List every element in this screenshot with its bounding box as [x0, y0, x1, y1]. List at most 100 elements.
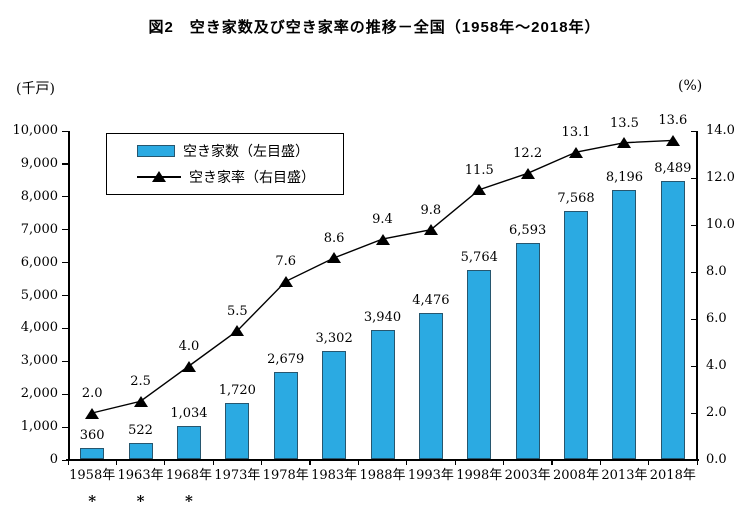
right-axis-tick [691, 459, 697, 461]
left-axis-tick-label: 6,000 [20, 254, 58, 270]
left-axis-tick [62, 196, 68, 198]
bar-value-label: 2,679 [267, 351, 305, 367]
right-axis-tick-label: 6.0 [706, 311, 727, 326]
line-triangle-swatch-icon [137, 171, 181, 183]
left-axis-tick-label: 10,000 [12, 123, 59, 138]
rate-marker-triangle-icon [327, 252, 342, 264]
rate-marker-triangle-icon [181, 360, 196, 372]
bar-value-label: 1,034 [170, 405, 208, 421]
x-axis-tick [648, 461, 650, 465]
rate-marker-triangle-icon [133, 395, 148, 407]
chart-title: 図2 空き家数及び空き家率の推移－全国（1958年～2018年） [148, 19, 601, 36]
left-axis-tick [62, 360, 68, 362]
rate-marker-triangle-icon [85, 407, 100, 419]
rate-value-label: 2.5 [130, 374, 151, 390]
legend-label-vacant-count: 空き家数（左目盛） [183, 143, 309, 160]
bar-value-label: 3,302 [315, 331, 353, 347]
bar-value-label: 6,593 [509, 223, 547, 239]
rate-value-label: 9.4 [372, 212, 393, 228]
left-axis-tick-label: 9,000 [20, 155, 58, 171]
footnote-asterisk: * [88, 492, 97, 510]
x-axis-category-label: 1988年 [359, 468, 406, 483]
x-axis-category-label: 1963年 [117, 468, 164, 483]
bar-value-label: 8,489 [654, 160, 692, 176]
bar [612, 190, 637, 459]
x-axis-category-label: 1983年 [311, 468, 358, 483]
x-axis-category-label: 2018年 [649, 468, 696, 483]
x-axis-tick [599, 461, 601, 465]
left-axis-tick [62, 229, 68, 231]
legend: 空き家数（左目盛） 空き家率（右目盛） [106, 133, 344, 195]
x-axis-tick [696, 461, 698, 465]
bottom-axis-line [66, 459, 699, 461]
rate-marker-triangle-icon [520, 167, 535, 179]
bar-value-label: 5,764 [460, 250, 498, 266]
left-axis-tick-label: 3,000 [20, 353, 58, 369]
footnote-asterisk: * [185, 492, 193, 510]
right-axis-tick [691, 224, 697, 226]
rate-marker-triangle-icon [665, 134, 680, 146]
left-axis-tick [62, 426, 68, 428]
right-axis-tick [691, 412, 697, 414]
left-axis-tick [62, 262, 68, 264]
left-axis-tick-label: 4,000 [20, 320, 58, 336]
rate-marker-triangle-icon [617, 137, 632, 149]
rate-marker-triangle-icon [375, 233, 390, 245]
bar-value-label: 7,568 [557, 191, 595, 206]
right-axis-tick [691, 271, 697, 273]
bar [564, 211, 589, 459]
left-axis-tick [62, 459, 68, 461]
bar-value-label: 4,476 [412, 292, 450, 308]
x-axis-tick [164, 461, 166, 465]
x-axis-tick [502, 461, 505, 465]
bar-value-label: 360 [79, 428, 105, 444]
right-axis-tick-label: 4.0 [706, 358, 727, 373]
bar [467, 270, 492, 459]
left-axis-tick-label: 1,000 [20, 419, 58, 435]
x-axis-category-label: 1993年 [407, 468, 454, 483]
right-axis-tick-label: 14.0 [706, 123, 735, 138]
left-axis-unit-label: (千戸) [16, 81, 55, 97]
right-axis-tick-label: 10.0 [706, 217, 735, 232]
left-axis-tick-label: 5,000 [20, 287, 58, 303]
left-axis-tick [62, 295, 68, 297]
bar [418, 312, 443, 459]
x-axis-category-label: 1968年 [165, 468, 212, 483]
x-axis-tick [357, 461, 359, 465]
rate-marker-triangle-icon [569, 146, 584, 158]
left-axis-tick-label: 8,000 [20, 188, 58, 204]
bar [128, 442, 153, 459]
right-axis-tick-label: 8.0 [706, 264, 727, 279]
x-axis-category-label: 2003年 [504, 468, 551, 483]
left-axis-tick-label: 2,000 [20, 386, 58, 402]
left-axis-line [68, 131, 70, 460]
x-axis-tick [309, 461, 311, 465]
left-axis-tick [62, 163, 68, 165]
x-axis-category-label: 1978年 [262, 468, 309, 483]
right-axis-tick [691, 130, 697, 132]
legend-item-vacant-count: 空き家数（左目盛） [137, 141, 343, 161]
bar [322, 351, 347, 459]
rate-marker-triangle-icon [472, 184, 487, 196]
x-axis-tick [67, 461, 69, 465]
bar [660, 180, 685, 459]
left-axis-tick [62, 130, 68, 132]
right-axis-tick-label: 2.0 [706, 405, 727, 420]
rate-marker-triangle-icon [423, 224, 438, 236]
bar-value-label: 8,196 [605, 170, 644, 186]
bar [176, 425, 201, 459]
rate-value-label: 4.0 [178, 339, 200, 354]
bar-swatch-icon [137, 144, 175, 157]
right-axis-unit-label: (%) [678, 78, 703, 94]
rate-value-label: 9.8 [420, 202, 442, 218]
rate-marker-triangle-icon [230, 325, 245, 337]
left-axis-tick [62, 393, 68, 395]
x-axis-category-label: 1998年 [456, 468, 503, 483]
rate-value-label: 7.6 [275, 254, 297, 270]
vacancy-rate-line [92, 139, 673, 414]
bar [225, 403, 250, 459]
x-axis-category-label: 1973年 [214, 468, 261, 483]
rate-value-label: 13.6 [658, 113, 688, 129]
x-axis-tick [115, 461, 118, 465]
